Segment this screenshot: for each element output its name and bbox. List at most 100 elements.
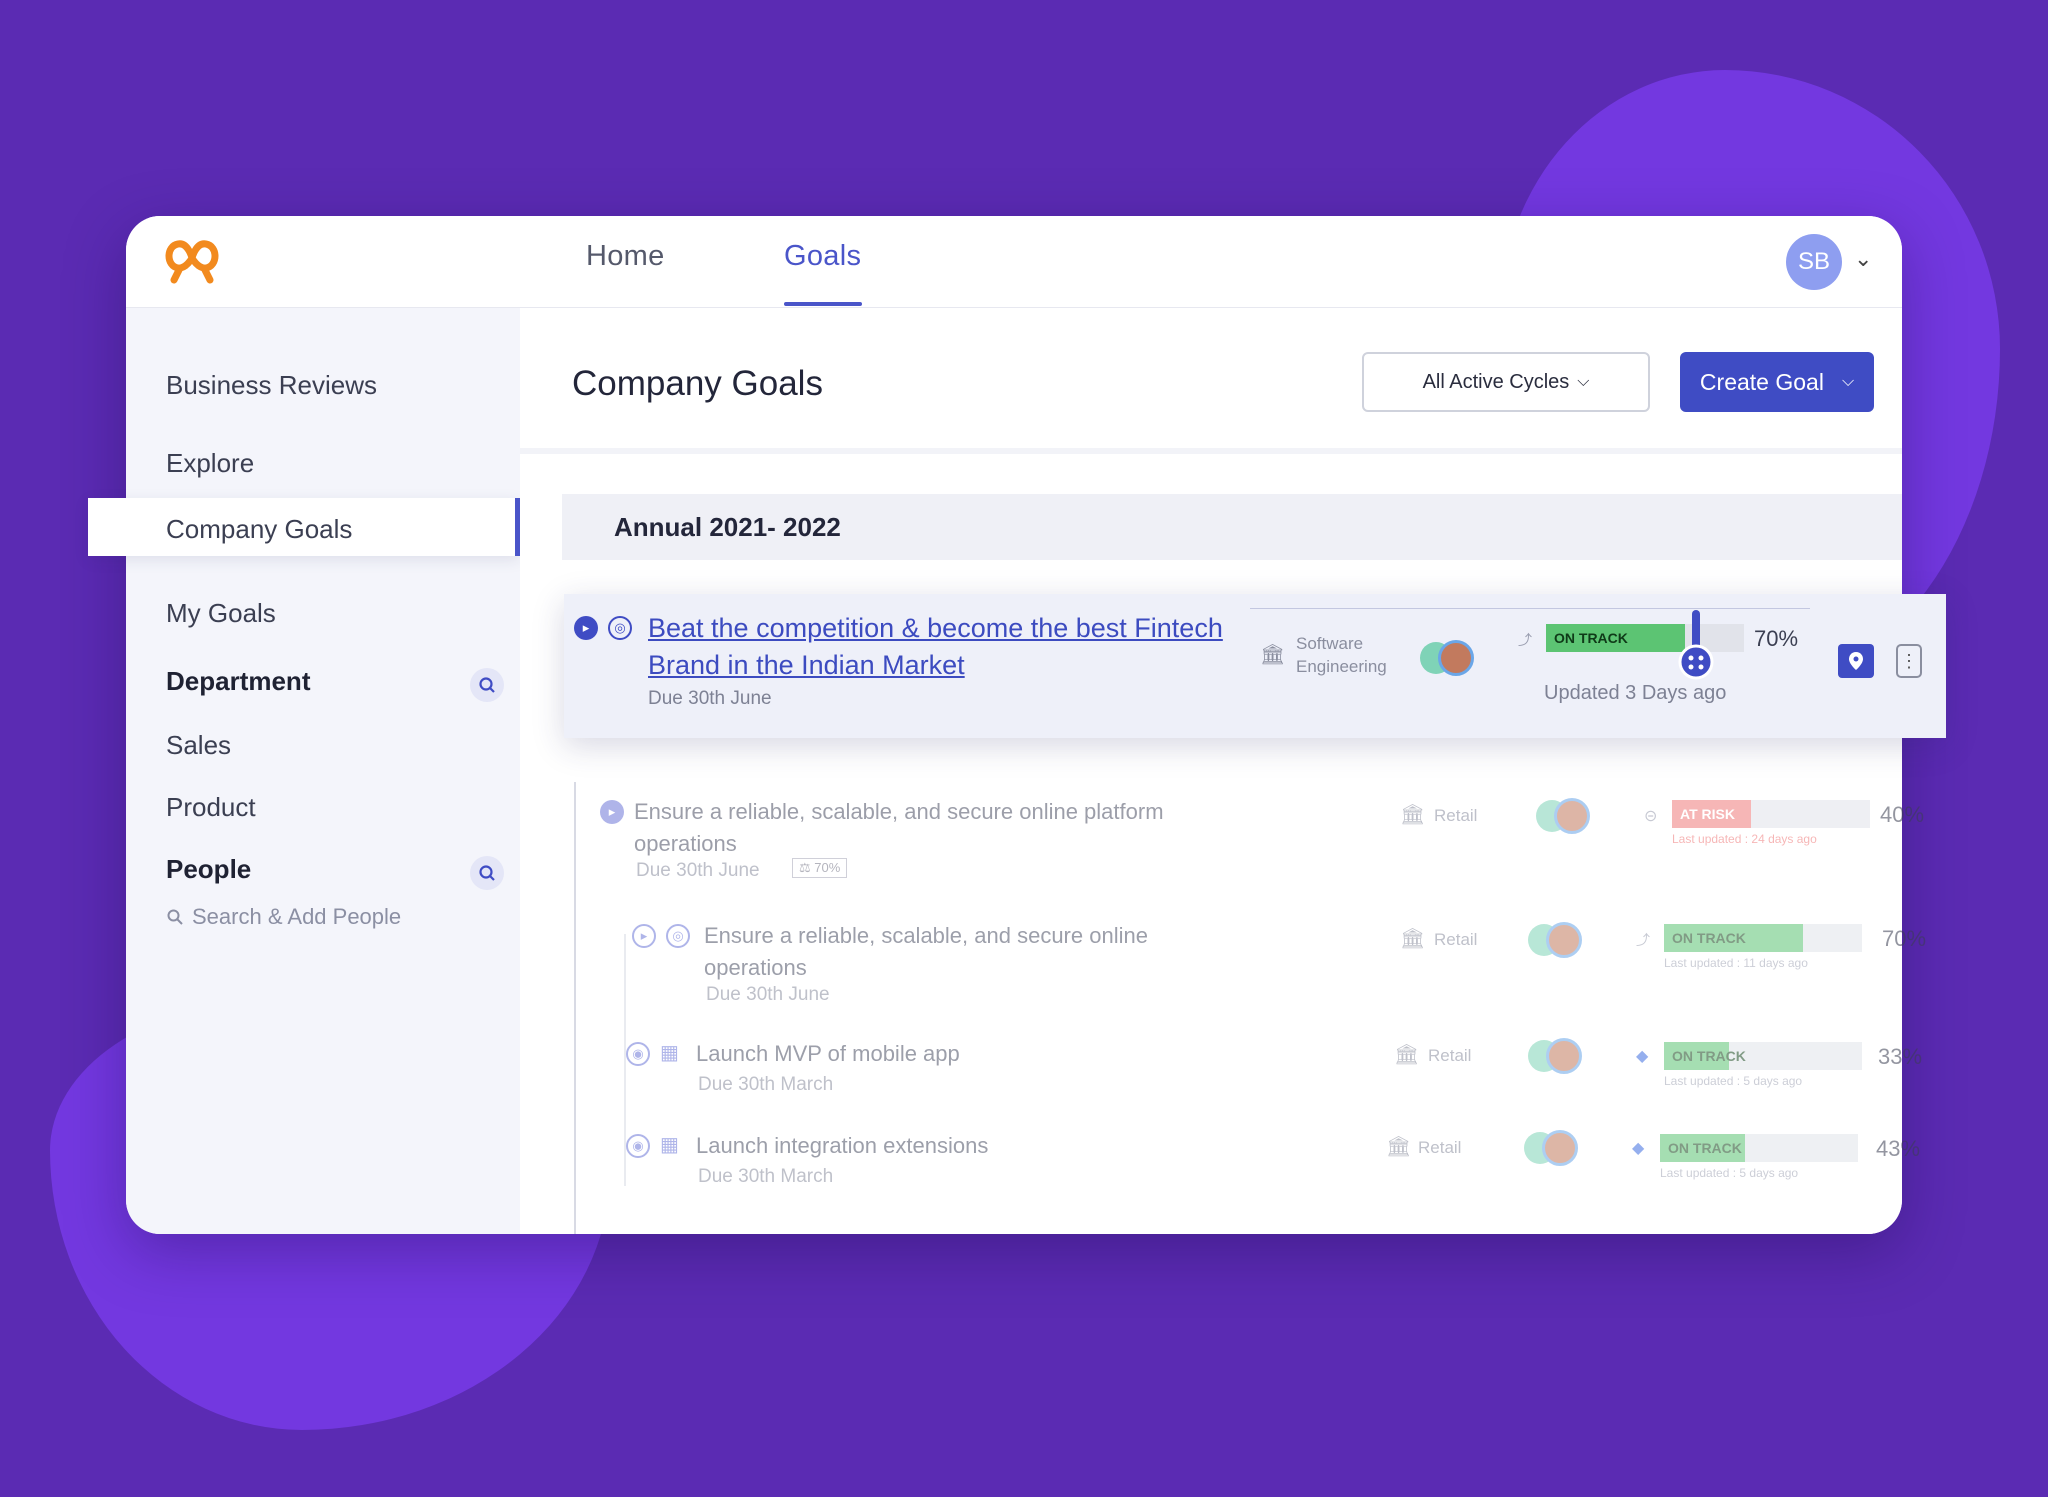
progress-slider-handle[interactable]: [1676, 610, 1716, 682]
active-tab-indicator: [784, 302, 862, 306]
create-goal-label: Create Goal: [1699, 368, 1824, 395]
last-updated: Last updated : 5 days ago: [1660, 1166, 1799, 1180]
status-badge: ON TRACK: [1554, 630, 1628, 646]
progress-percent: 70%: [1882, 926, 1927, 951]
diamond-icon: ◆: [1632, 1140, 1645, 1157]
key-result-icon: ▦: [660, 1042, 679, 1064]
expand-icon[interactable]: ▸: [600, 800, 624, 824]
owner-avatars[interactable]: [1420, 640, 1476, 676]
owner-avatars[interactable]: [1524, 1130, 1580, 1166]
department-label: Retail: [1434, 806, 1478, 825]
department-label: Retail: [1434, 930, 1478, 949]
department-header: Department: [166, 666, 311, 696]
owner-avatars[interactable]: [1528, 922, 1584, 958]
chevron-down-icon[interactable]: ⌄: [1854, 246, 1873, 271]
department-icon: 🏛: [1386, 1136, 1412, 1158]
progress-fill: [1546, 624, 1685, 652]
sidebar-item-company-goals[interactable]: Company Goals: [166, 514, 353, 544]
diamond-icon: ◆: [1636, 1048, 1649, 1065]
sidebar-item-product[interactable]: Product: [166, 792, 256, 822]
checkin-button[interactable]: [1838, 644, 1874, 678]
target-icon: ◉: [626, 1042, 650, 1066]
page-title: Company Goals: [572, 364, 823, 403]
goal-due-date: Due 30th March: [698, 1074, 834, 1095]
goal-type-icon: ◎: [608, 616, 632, 640]
department-label: Retail: [1428, 1046, 1472, 1065]
goal-due-date: Due 30th June: [636, 860, 760, 881]
target-icon: ◉: [626, 1134, 650, 1158]
avatar: [1546, 1038, 1582, 1074]
progress-percent: 43%: [1876, 1136, 1921, 1161]
goal-due-date: Due 30th March: [698, 1166, 834, 1187]
goal-title[interactable]: Launch MVP of mobile app: [696, 1041, 960, 1066]
progress-fill: [1660, 1134, 1746, 1162]
department-icon: 🏛: [1400, 928, 1426, 950]
progress-percent: 33%: [1878, 1044, 1923, 1069]
avatar: [1554, 798, 1590, 834]
status-badge: ON TRACK: [1668, 1140, 1742, 1156]
goal-due-date: Due 30th June: [648, 688, 772, 709]
list-item[interactable]: ▸ Ensure a reliable, scalable, and secur…: [520, 796, 1924, 906]
department-label: Software Engineering: [1296, 634, 1387, 676]
sidebar-item-my-goals[interactable]: My Goals: [166, 598, 276, 628]
progress-bar[interactable]: ON TRACK: [1664, 1042, 1862, 1070]
progress-bar[interactable]: ON TRACK: [1664, 924, 1862, 952]
cycle-section-header[interactable]: Annual 2021- 2022: [562, 494, 1902, 560]
nav-goals-tab[interactable]: Goals: [784, 240, 862, 272]
expand-icon[interactable]: ▸: [632, 924, 656, 948]
progress-percent: 70%: [1754, 626, 1799, 651]
main-goal-card[interactable]: ▸ ◎ Beat the competition & become the be…: [564, 594, 1946, 738]
department-icon: 🏛: [1400, 804, 1426, 826]
sidebar: Business Reviews Explore Company Goals M…: [88, 308, 520, 1234]
trend-icon: ⤴: [1518, 632, 1532, 648]
people-search-placeholder: Search & Add People: [192, 904, 402, 929]
goal-due-date: Due 30th June: [706, 984, 830, 1005]
progress-bar[interactable]: ON TRACK: [1660, 1134, 1858, 1162]
search-icon: [167, 909, 183, 925]
expand-icon[interactable]: ▸: [574, 616, 598, 640]
progress-fill: [1664, 1042, 1730, 1070]
people-search-button[interactable]: [470, 856, 504, 890]
pretzel-logo-icon[interactable]: [164, 236, 220, 286]
department-icon: 🏛: [1260, 644, 1286, 666]
progress-percent: 40%: [1880, 802, 1925, 827]
divider: [1250, 608, 1810, 609]
department-icon: 🏛: [1394, 1044, 1420, 1066]
search-icon: [479, 677, 495, 693]
create-goal-button[interactable]: Create Goal ⌵: [1680, 352, 1874, 412]
sidebar-item-business-reviews[interactable]: Business Reviews: [166, 370, 377, 400]
owner-avatars[interactable]: [1528, 1038, 1584, 1074]
location-pin-icon: [1849, 652, 1863, 670]
list-item[interactable]: ▸ ◎ Ensure a reliable, scalable, and sec…: [520, 920, 1926, 1186]
more-options-icon[interactable]: ⋮: [1896, 644, 1922, 678]
cycles-filter-dropdown[interactable]: All Active Cycles ⌵: [1362, 352, 1650, 412]
list-item[interactable]: ◉ ▦ Launch integration extensions Due 30…: [520, 1126, 1920, 1196]
progress-bar[interactable]: ON TRACK: [1546, 624, 1744, 652]
goal-title[interactable]: Ensure a reliable, scalable, and secure …: [634, 799, 1164, 856]
list-item[interactable]: ◉ ▦ Launch MVP of mobile app Due 30th Ma…: [520, 1034, 1922, 1104]
weight-value: 70%: [814, 860, 841, 875]
people-search-input[interactable]: Search & Add People: [166, 904, 401, 930]
weight-badge: ⚖ 70%: [792, 858, 848, 878]
sidebar-item-explore[interactable]: Explore: [166, 448, 255, 478]
department-label: Retail: [1418, 1138, 1462, 1157]
sidebar-item-sales[interactable]: Sales: [166, 730, 232, 760]
owner-avatars[interactable]: [1536, 798, 1592, 834]
goal-title[interactable]: Launch integration extensions: [696, 1133, 989, 1158]
progress-bar[interactable]: AT RISK: [1672, 800, 1870, 828]
status-badge: AT RISK: [1680, 806, 1735, 822]
nav-home-tab[interactable]: Home: [586, 240, 665, 272]
progress-fill: [1672, 800, 1752, 828]
main-content: Company Goals All Active Cycles ⌵ Create…: [520, 308, 1926, 1234]
cycles-filter-label: All Active Cycles: [1422, 370, 1570, 393]
goal-title[interactable]: Beat the competition & become the best F…: [648, 613, 1223, 680]
key-result-icon: ▦: [660, 1134, 679, 1156]
goal-title[interactable]: Ensure a reliable, scalable, and secure …: [704, 923, 1148, 980]
avatar: [1438, 640, 1474, 676]
top-navbar: Home Goals SB ⌄: [126, 216, 1902, 308]
last-updated: Last updated : 5 days ago: [1664, 1074, 1803, 1088]
user-avatar[interactable]: SB: [1786, 234, 1842, 290]
status-badge: ON TRACK: [1672, 930, 1746, 946]
tree-connector: [624, 934, 626, 1186]
department-search-button[interactable]: [470, 668, 504, 702]
